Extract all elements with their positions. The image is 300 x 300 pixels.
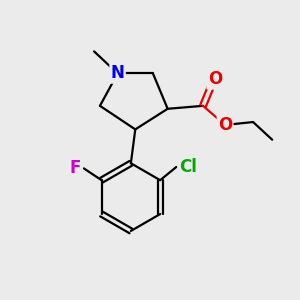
Text: O: O [218, 116, 232, 134]
Text: F: F [70, 159, 81, 177]
Text: O: O [208, 70, 222, 88]
Text: Cl: Cl [178, 158, 196, 176]
Text: N: N [111, 64, 124, 82]
